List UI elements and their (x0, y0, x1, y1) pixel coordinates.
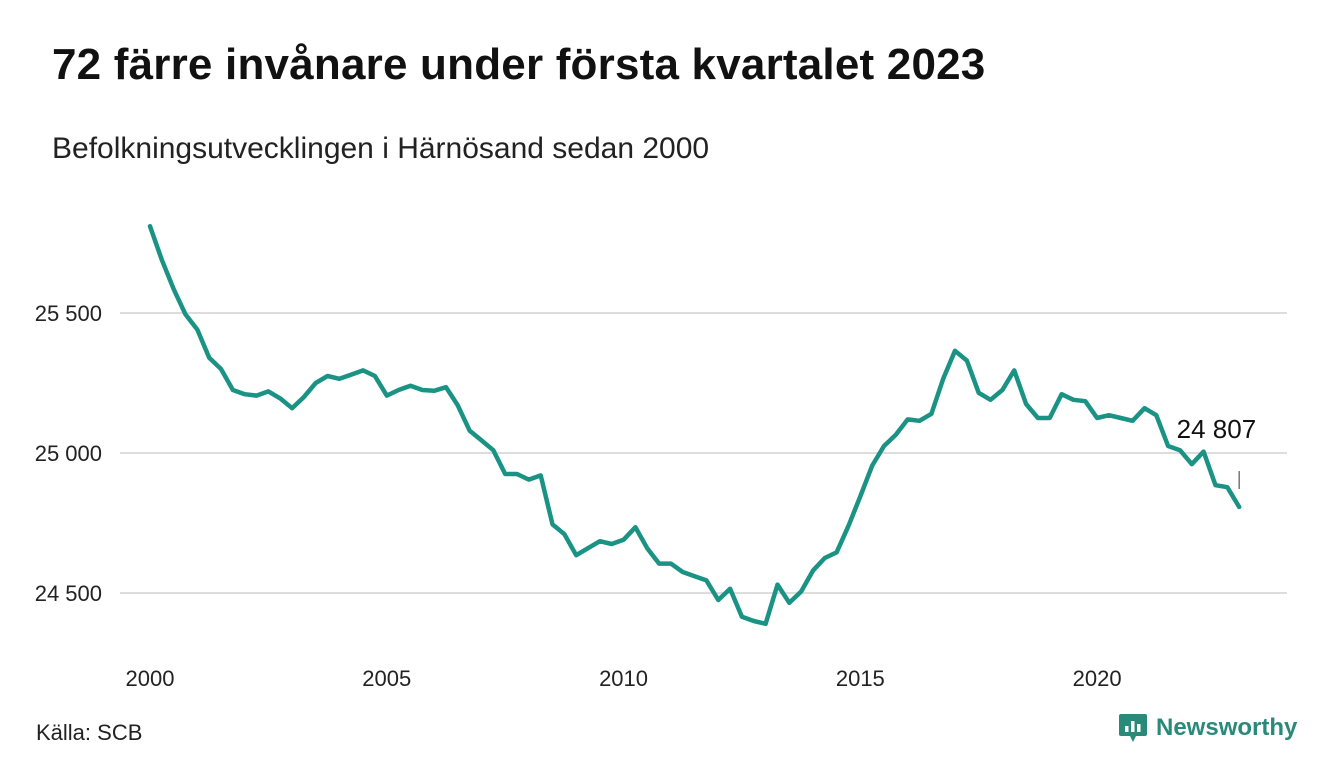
end-label-layer: 24 807 (1177, 414, 1257, 490)
x-tick-label: 2020 (1073, 666, 1122, 691)
chart-subtitle: Befolkningsutvecklingen i Härnösand seda… (52, 132, 710, 165)
x-tick-label: 2010 (599, 666, 648, 691)
brand-name: Newsworthy (1156, 714, 1298, 741)
end-value-label: 24 807 (1177, 414, 1257, 444)
x-tick-label: 2005 (362, 666, 411, 691)
y-tick-label: 24 500 (35, 581, 102, 606)
brand-logo: Newsworthy (1118, 712, 1297, 744)
x-tick-label: 2000 (126, 666, 175, 691)
chart-bubble-icon (1119, 714, 1147, 742)
y-tick-label: 25 500 (35, 301, 102, 326)
series-line-layer (147, 223, 1242, 627)
y-tick-label: 25 000 (35, 441, 102, 466)
x-tick-label: 2015 (836, 666, 885, 691)
source-note: Källa: SCB (36, 720, 143, 745)
chart-title: 72 färre invånare under första kvartalet… (52, 40, 986, 89)
series-line (147, 223, 1242, 627)
x-axis-ticks: 2000 2005 2010 2015 2020 (126, 666, 1122, 691)
gridlines (120, 312, 1287, 594)
y-axis-ticks: 24 500 25 000 25 500 (35, 301, 102, 606)
